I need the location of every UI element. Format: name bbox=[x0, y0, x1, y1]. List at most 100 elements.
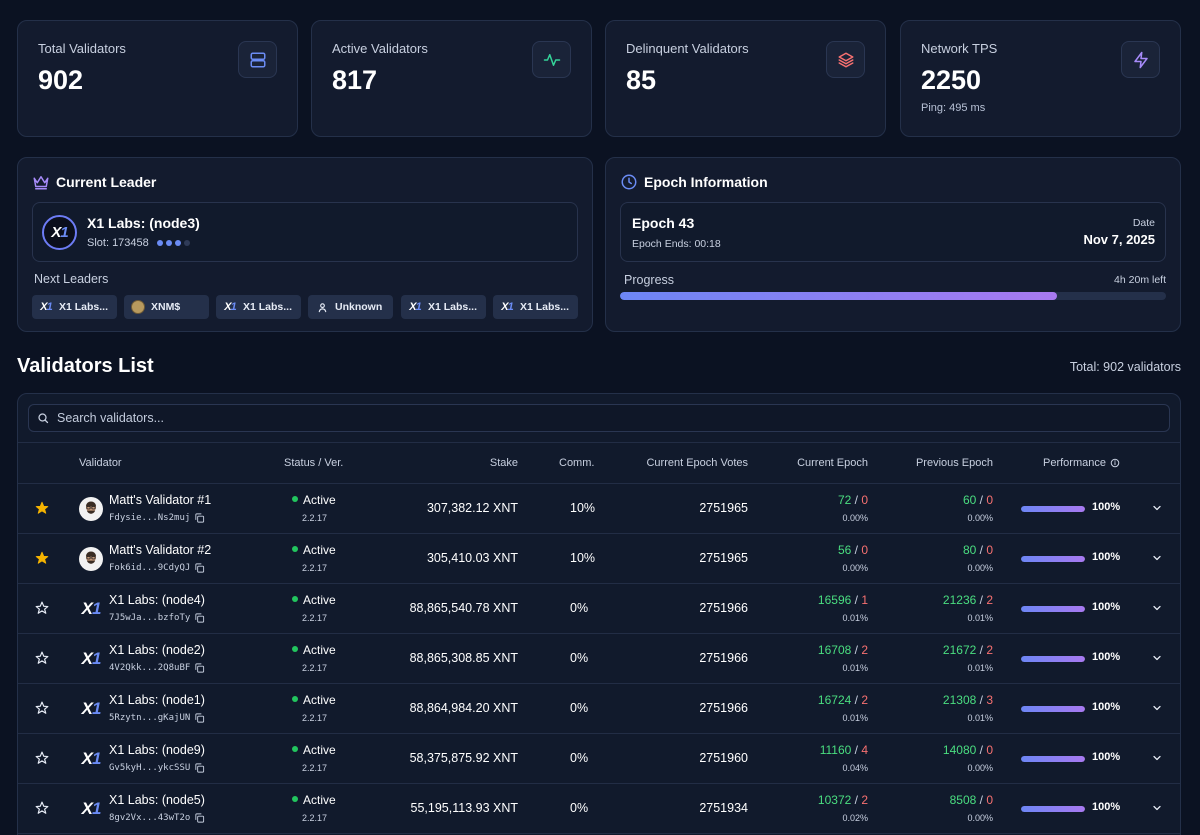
table-row[interactable]: Matt's Validator #1 Fdysie...Ns2muj Active… bbox=[18, 484, 1180, 534]
votes-value: 2751966 bbox=[699, 601, 748, 615]
previous-epoch-credits: 60 / 0 bbox=[962, 493, 993, 507]
copy-icon[interactable] bbox=[194, 562, 205, 574]
next-leader-chip[interactable]: Unknown bbox=[308, 295, 393, 319]
star-outline-icon[interactable] bbox=[35, 801, 49, 815]
validator-name[interactable]: X1 Labs: (node9) bbox=[109, 743, 205, 757]
star-outline-icon[interactable] bbox=[35, 751, 49, 765]
star-outline-icon[interactable] bbox=[35, 601, 49, 615]
table-row[interactable]: X 1 X1 Labs: (node2) 4V2Qkk...2Q8uBF Active 2… bbox=[18, 634, 1180, 684]
performance-bar-fill bbox=[1021, 806, 1085, 812]
info-icon[interactable] bbox=[1110, 458, 1120, 468]
status-dot bbox=[292, 646, 298, 652]
previous-epoch-success: 14080 bbox=[942, 743, 977, 757]
table-row[interactable]: X 1 X1 Labs: (node4) 7J5wJa...bzfoTy Active 2… bbox=[18, 584, 1180, 634]
commission-value: 0% bbox=[570, 601, 589, 615]
commission-value: 0% bbox=[570, 801, 589, 815]
previous-epoch-success: 21236 bbox=[942, 593, 977, 607]
validator-name[interactable]: X1 Labs: (node1) bbox=[109, 693, 205, 707]
performance-bar bbox=[1021, 806, 1085, 812]
stat-label: Active Validators bbox=[332, 41, 428, 56]
column-header-votes[interactable]: Current Epoch Votes bbox=[646, 457, 748, 469]
copy-icon[interactable] bbox=[194, 812, 205, 824]
status-dot bbox=[292, 696, 298, 702]
stat-value: 2250 bbox=[921, 65, 982, 95]
chevron-down-icon[interactable] bbox=[1151, 752, 1163, 764]
epoch-progress-bar bbox=[620, 292, 1166, 300]
star-outline-icon[interactable] bbox=[35, 651, 49, 665]
previous-epoch-success: 80 bbox=[962, 543, 977, 557]
stat-value: 902 bbox=[38, 65, 84, 95]
star-filled-icon[interactable] bbox=[35, 501, 49, 515]
search-bar[interactable] bbox=[28, 404, 1170, 432]
column-header-performance[interactable]: Performance bbox=[1043, 457, 1120, 469]
version-text: 2.2.17 bbox=[302, 713, 328, 723]
next-leader-chip[interactable]: XNM$ bbox=[124, 295, 209, 319]
stake-value: 55,195,113.93 XNT bbox=[410, 801, 518, 815]
column-header-previous-epoch[interactable]: Previous Epoch bbox=[915, 457, 993, 469]
current-epoch-percent: 0.04% bbox=[842, 763, 868, 773]
validator-name[interactable]: X1 Labs: (node5) bbox=[109, 793, 205, 807]
chevron-down-icon[interactable] bbox=[1151, 502, 1163, 514]
status-badge: Active bbox=[292, 493, 336, 507]
column-header-validator[interactable]: Validator bbox=[79, 457, 122, 469]
version-text: 2.2.17 bbox=[302, 813, 328, 823]
chevron-down-icon[interactable] bbox=[1151, 602, 1163, 614]
copy-icon[interactable] bbox=[194, 512, 205, 524]
current-epoch-success: 10372 bbox=[817, 793, 852, 807]
progress-label: Progress bbox=[624, 273, 675, 287]
chevron-down-icon[interactable] bbox=[1151, 802, 1163, 814]
copy-icon[interactable] bbox=[194, 662, 205, 674]
previous-epoch-success: 21672 bbox=[942, 643, 977, 657]
validator-address: 7J5wJa...bzfoTy bbox=[109, 612, 205, 624]
star-outline-icon[interactable] bbox=[35, 701, 49, 715]
previous-epoch-percent: 0.01% bbox=[967, 713, 993, 723]
previous-epoch-credits: 21308 / 3 bbox=[942, 693, 993, 707]
chip-label: X1 Labs... bbox=[428, 301, 478, 313]
server-icon bbox=[238, 41, 277, 78]
status-badge: Active bbox=[292, 643, 336, 657]
chevron-down-icon[interactable] bbox=[1151, 652, 1163, 664]
address-text: 8gv2Vx...43wT2o bbox=[109, 813, 191, 823]
table-row[interactable]: X 1 X1 Labs: (node5) 8gv2Vx...43wT2o Active 2… bbox=[18, 784, 1180, 834]
performance-bar bbox=[1021, 656, 1085, 662]
validator-name[interactable]: X1 Labs: (node2) bbox=[109, 643, 205, 657]
validator-name[interactable]: X1 Labs: (node4) bbox=[109, 593, 205, 607]
column-header-comm[interactable]: Comm. bbox=[559, 457, 595, 469]
performance-bar-fill bbox=[1021, 556, 1085, 562]
copy-icon[interactable] bbox=[194, 762, 205, 774]
table-row[interactable]: X 1 X1 Labs: (node9) Gv5kyH...ykcSSU Active 2… bbox=[18, 734, 1180, 784]
current-epoch-success: 72 bbox=[837, 493, 852, 507]
panel-title: Epoch Information bbox=[644, 174, 768, 190]
activity-icon bbox=[532, 41, 571, 78]
star-filled-icon[interactable] bbox=[35, 551, 49, 565]
stake-value: 88,865,308.85 XNT bbox=[409, 651, 518, 665]
current-epoch-success: 16708 bbox=[817, 643, 852, 657]
column-header-stake[interactable]: Stake bbox=[489, 457, 518, 469]
chevron-down-icon[interactable] bbox=[1151, 702, 1163, 714]
table-row[interactable]: X 1 X1 Labs: (node1) 5Rzytn...gKajUN Active 2… bbox=[18, 684, 1180, 734]
table-row[interactable]: Matt's Validator #2 Fok6id...9CdyQJ Active… bbox=[18, 534, 1180, 584]
column-header-current-epoch[interactable]: Current Epoch bbox=[797, 457, 868, 469]
stat-card-network-tps: Network TPS 2250 Ping: 495 ms bbox=[900, 20, 1181, 137]
stat-value: 85 bbox=[626, 65, 657, 95]
validator-name[interactable]: Matt's Validator #1 bbox=[109, 493, 212, 507]
stat-label: Delinquent Validators bbox=[626, 41, 749, 56]
performance-bar-fill bbox=[1021, 756, 1085, 762]
search-input[interactable] bbox=[57, 411, 957, 425]
column-header-status[interactable]: Status / Ver. bbox=[284, 457, 344, 469]
copy-icon[interactable] bbox=[194, 712, 205, 724]
previous-epoch-credits: 14080 / 0 bbox=[942, 743, 993, 757]
validator-name[interactable]: Matt's Validator #2 bbox=[109, 543, 212, 557]
copy-icon[interactable] bbox=[194, 612, 205, 624]
chevron-down-icon[interactable] bbox=[1151, 552, 1163, 564]
